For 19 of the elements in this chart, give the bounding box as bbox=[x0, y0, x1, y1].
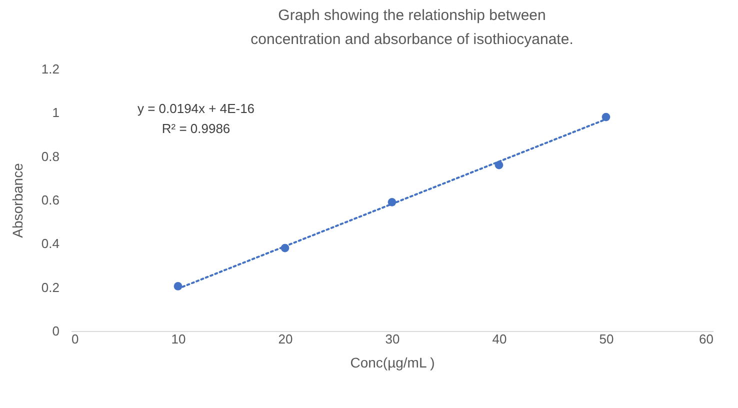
chart-title: Graph showing the relationship between concentration and absorbance of isothiocyanate. bbox=[250, 7, 574, 48]
x-axis-title: Conc(µg/mL ) bbox=[350, 354, 435, 370]
x-tick-label: 60 bbox=[699, 332, 714, 346]
x-tick-label: 20 bbox=[278, 332, 293, 346]
x-tick-label: 30 bbox=[385, 332, 400, 346]
x-tick-label: 0 bbox=[72, 332, 79, 346]
y-tick-label: 1 bbox=[52, 105, 60, 120]
y-tick-label: 0.8 bbox=[41, 148, 60, 164]
y-axis-title: Absorbance bbox=[9, 162, 26, 238]
x-tick-label: 10 bbox=[171, 332, 186, 346]
y-tick-label: 0.2 bbox=[41, 280, 60, 295]
annotation: R² = 0.9986 bbox=[162, 121, 230, 136]
y-tick-label: 1.2 bbox=[41, 62, 60, 76]
point bbox=[602, 112, 610, 122]
x-tick-label: 50 bbox=[599, 332, 614, 346]
y-tick-label: 0.6 bbox=[41, 192, 60, 208]
y-tick-label: 0.4 bbox=[41, 236, 60, 252]
x-tick-label: 40 bbox=[492, 332, 507, 346]
annotation: y = 0.0194x + 4E-16 bbox=[137, 101, 255, 116]
